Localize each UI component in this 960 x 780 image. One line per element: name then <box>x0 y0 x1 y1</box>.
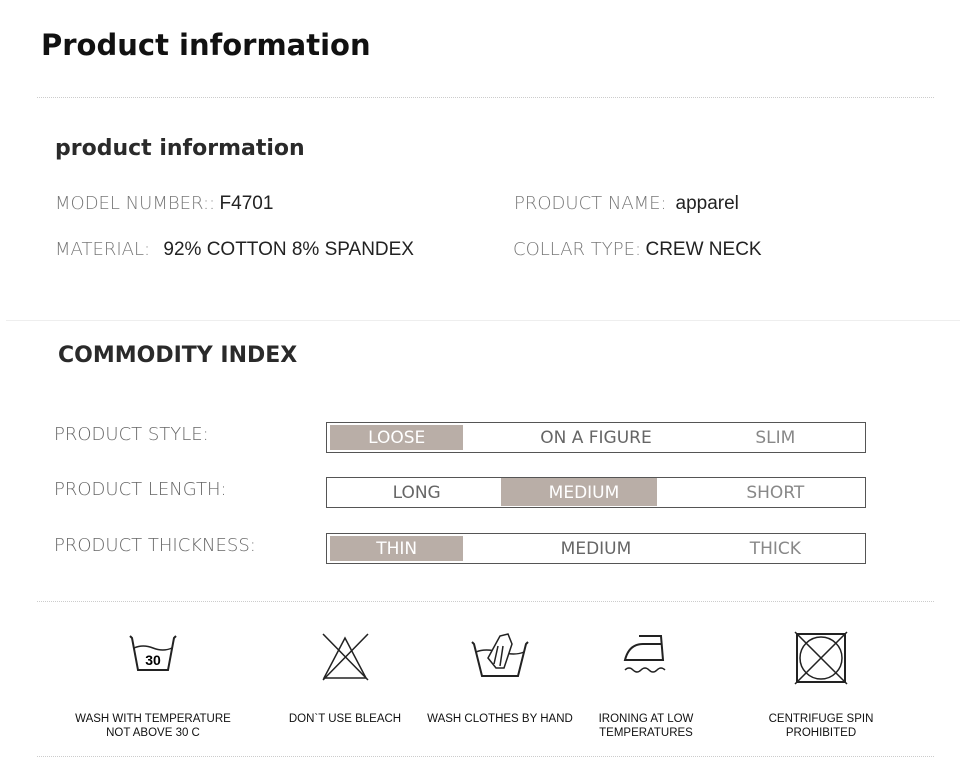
option-label: SHORT <box>746 482 805 503</box>
material-field: MATERIAL: 92% COTTON 8% SPANDEX <box>55 239 414 260</box>
option-label: MEDIUM <box>560 538 632 559</box>
index-option: THICK <box>686 534 865 563</box>
no-bleach-icon <box>322 633 369 681</box>
option-label: LONG <box>392 482 441 503</box>
option-label: LOOSE <box>368 427 426 448</box>
option-label: THIN <box>376 538 418 559</box>
index-option: SHORT <box>686 478 865 507</box>
divider <box>37 97 934 98</box>
index-option: MEDIUM <box>506 534 685 563</box>
wash-30-icon: 30 <box>129 635 177 671</box>
collar-type-field: COLLAR TYPE: CREW NECK <box>513 239 762 260</box>
index-option-selected: MEDIUM <box>501 478 685 507</box>
care-hand-wash: WASH CLOTHES BY HAND <box>420 630 580 725</box>
product-info-heading: product information <box>55 136 305 161</box>
option-label: SLIM <box>755 427 796 448</box>
index-scale: LOOSE ON A FIGURE SLIM <box>326 422 866 453</box>
svg-text:30: 30 <box>145 652 161 668</box>
care-iron-low: IRONING AT LOW TEMPERATURES <box>566 630 726 739</box>
index-scale: THIN MEDIUM THICK <box>326 533 866 564</box>
option-label: MEDIUM <box>548 482 620 503</box>
divider <box>37 756 934 757</box>
index-row-label: PRODUCT THICKNESS: <box>54 535 256 556</box>
no-tumble-dry-icon <box>794 631 848 685</box>
option-label: ON A FIGURE <box>540 427 652 448</box>
index-row-label: PRODUCT LENGTH: <box>54 479 227 500</box>
index-option: ON A FIGURE <box>506 423 685 452</box>
care-wash-30: 30 WASH WITH TEMPERATURE NOT ABOVE 30 C <box>73 630 233 739</box>
index-scale: LONG MEDIUM SHORT <box>326 477 866 508</box>
iron-low-icon <box>623 635 666 673</box>
care-no-bleach: DON`T USE BLEACH <box>265 630 425 725</box>
index-option: LONG <box>327 478 506 507</box>
index-option: SLIM <box>686 423 865 452</box>
divider <box>37 601 934 602</box>
index-option-selected: THIN <box>327 534 506 563</box>
care-no-spin: CENTRIFUGE SPIN PROHIBITED <box>741 630 901 739</box>
divider <box>6 320 960 321</box>
hand-wash-icon <box>471 633 529 677</box>
index-option-selected: LOOSE <box>327 423 506 452</box>
option-label: THICK <box>749 538 801 559</box>
index-row-label: PRODUCT STYLE: <box>54 424 209 445</box>
commodity-index-heading: COMMODITY INDEX <box>58 343 298 368</box>
page-title: Product information <box>41 28 371 62</box>
model-number-field: MODEL NUMBER:: F4701 <box>55 193 274 214</box>
product-name-field: PRODUCT NAME: apparel <box>514 193 739 214</box>
